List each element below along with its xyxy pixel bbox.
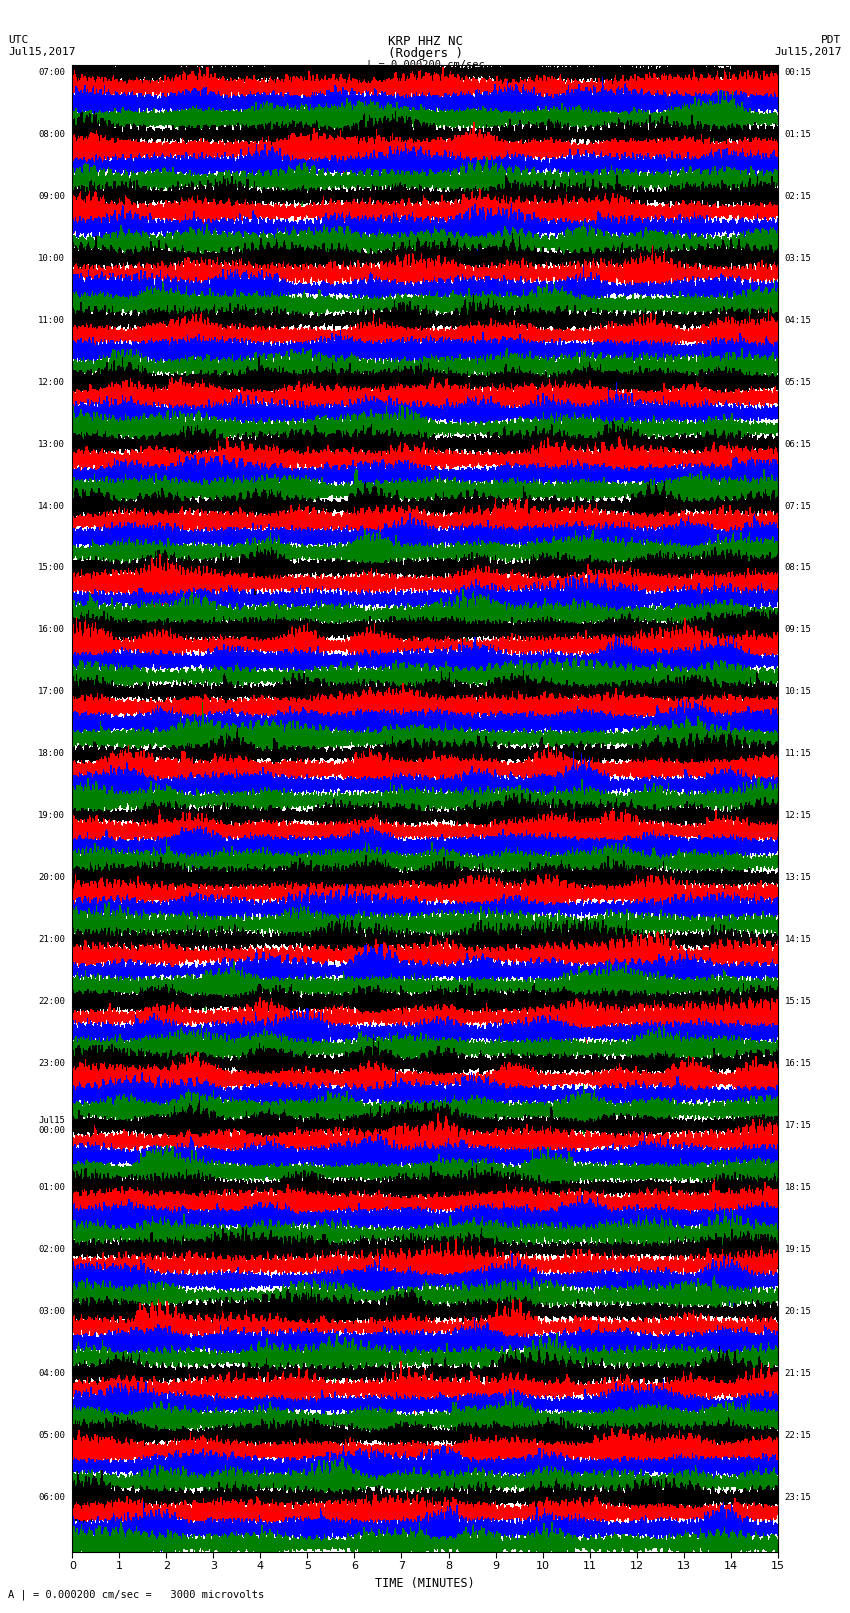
Text: 07:15: 07:15 <box>785 502 812 511</box>
Text: 03:00: 03:00 <box>38 1307 65 1316</box>
Text: A | = 0.000200 cm/sec =   3000 microvolts: A | = 0.000200 cm/sec = 3000 microvolts <box>8 1589 264 1600</box>
Text: 17:00: 17:00 <box>38 687 65 697</box>
Text: 23:00: 23:00 <box>38 1060 65 1068</box>
Text: 13:15: 13:15 <box>785 873 812 882</box>
Text: 15:15: 15:15 <box>785 997 812 1007</box>
Text: 05:15: 05:15 <box>785 377 812 387</box>
Text: | = 0.000200 cm/sec: | = 0.000200 cm/sec <box>366 60 484 71</box>
Text: 12:00: 12:00 <box>38 377 65 387</box>
Text: 19:00: 19:00 <box>38 811 65 821</box>
Text: 20:00: 20:00 <box>38 873 65 882</box>
Text: 12:15: 12:15 <box>785 811 812 821</box>
Text: 07:00: 07:00 <box>38 68 65 77</box>
Text: 17:15: 17:15 <box>785 1121 812 1131</box>
Text: 14:00: 14:00 <box>38 502 65 511</box>
Text: 15:00: 15:00 <box>38 563 65 573</box>
Text: Jul15,2017: Jul15,2017 <box>774 47 842 56</box>
Text: 16:00: 16:00 <box>38 626 65 634</box>
Text: 22:00: 22:00 <box>38 997 65 1007</box>
Text: 01:15: 01:15 <box>785 129 812 139</box>
Text: 08:15: 08:15 <box>785 563 812 573</box>
Text: 06:15: 06:15 <box>785 440 812 448</box>
Text: 11:15: 11:15 <box>785 750 812 758</box>
Text: 18:15: 18:15 <box>785 1184 812 1192</box>
Text: 23:15: 23:15 <box>785 1494 812 1502</box>
Text: 14:15: 14:15 <box>785 936 812 944</box>
Text: 09:00: 09:00 <box>38 192 65 200</box>
Text: 04:15: 04:15 <box>785 316 812 324</box>
Text: 05:00: 05:00 <box>38 1431 65 1440</box>
Text: 01:00: 01:00 <box>38 1184 65 1192</box>
Text: Jul15
00:00: Jul15 00:00 <box>38 1116 65 1136</box>
Text: 21:00: 21:00 <box>38 936 65 944</box>
Text: 16:15: 16:15 <box>785 1060 812 1068</box>
Text: Jul15,2017: Jul15,2017 <box>8 47 76 56</box>
Text: 20:15: 20:15 <box>785 1307 812 1316</box>
Text: 06:00: 06:00 <box>38 1494 65 1502</box>
Text: (Rodgers ): (Rodgers ) <box>388 47 462 60</box>
Text: 00:15: 00:15 <box>785 68 812 77</box>
Text: 18:00: 18:00 <box>38 750 65 758</box>
Text: UTC: UTC <box>8 35 29 45</box>
Text: 21:15: 21:15 <box>785 1369 812 1378</box>
Text: 10:15: 10:15 <box>785 687 812 697</box>
Text: KRP HHZ NC: KRP HHZ NC <box>388 35 462 48</box>
Text: 02:00: 02:00 <box>38 1245 65 1255</box>
Text: 13:00: 13:00 <box>38 440 65 448</box>
Text: 11:00: 11:00 <box>38 316 65 324</box>
Text: 03:15: 03:15 <box>785 253 812 263</box>
Text: 02:15: 02:15 <box>785 192 812 200</box>
Text: PDT: PDT <box>821 35 842 45</box>
Text: 22:15: 22:15 <box>785 1431 812 1440</box>
Text: 04:00: 04:00 <box>38 1369 65 1378</box>
Text: 08:00: 08:00 <box>38 129 65 139</box>
Text: 09:15: 09:15 <box>785 626 812 634</box>
Text: 10:00: 10:00 <box>38 253 65 263</box>
Text: 19:15: 19:15 <box>785 1245 812 1255</box>
X-axis label: TIME (MINUTES): TIME (MINUTES) <box>375 1578 475 1590</box>
